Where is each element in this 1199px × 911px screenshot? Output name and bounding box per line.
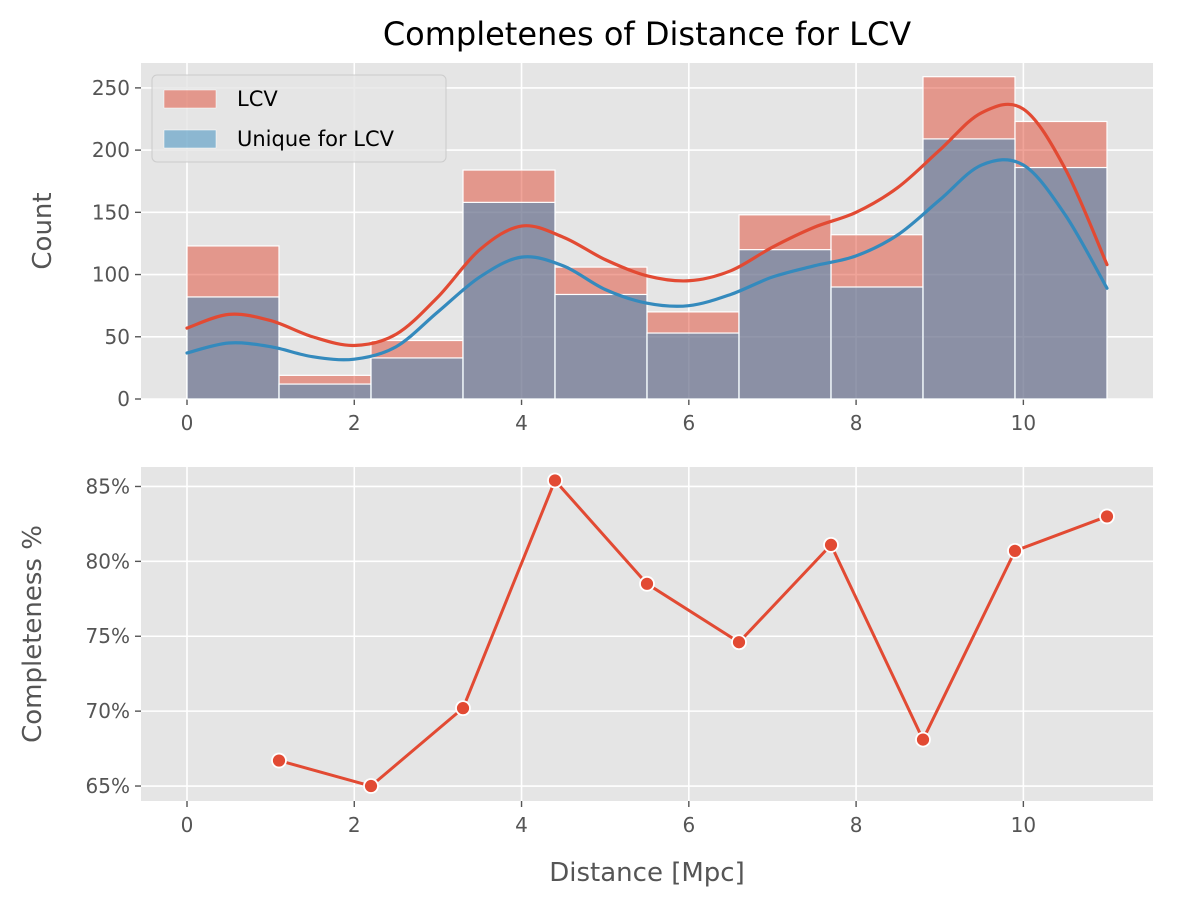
x-tick-label: 4 bbox=[515, 813, 528, 837]
completeness-point bbox=[1007, 542, 1023, 559]
y-tick-label: 250 bbox=[92, 76, 130, 100]
unique-lcv-bars bbox=[186, 138, 1108, 400]
completeness-ticks: 0 2 4 6 8 10 65% 70% 75% 80% 85% bbox=[86, 474, 1037, 837]
x-tick-label: 4 bbox=[515, 411, 528, 435]
y-tick-label: 150 bbox=[92, 200, 130, 224]
legend-swatch bbox=[163, 129, 217, 149]
completeness-point bbox=[731, 634, 747, 651]
x-tick-label: 8 bbox=[850, 813, 863, 837]
y-tick-label: 80% bbox=[86, 549, 130, 573]
legend-swatch bbox=[163, 89, 217, 109]
x-tick-label: 0 bbox=[181, 813, 194, 837]
x-tick-label: 10 bbox=[1011, 813, 1036, 837]
completeness-point bbox=[455, 700, 471, 717]
kde-curves bbox=[185, 102, 1109, 362]
completeness-point bbox=[823, 536, 839, 553]
y-axis-label: Count bbox=[28, 192, 58, 269]
legend-box bbox=[151, 74, 447, 163]
x-tick-label: 6 bbox=[682, 813, 695, 837]
unique-lcv-bar bbox=[554, 293, 648, 400]
completeness-point bbox=[547, 472, 563, 489]
y-tick-label: 100 bbox=[92, 263, 130, 287]
histogram-bars bbox=[186, 76, 1108, 400]
unique-lcv-bar bbox=[1014, 166, 1108, 400]
completeness-grid bbox=[141, 467, 1153, 801]
y-axis-label: Completeness % bbox=[18, 525, 48, 743]
x-tick-label: 2 bbox=[348, 411, 361, 435]
legend-label: Unique for LCV bbox=[237, 127, 395, 151]
completeness-panel: 0 2 4 6 8 10 65% 70% 75% 80% 85% Distance [Mpc] Comp… bbox=[18, 467, 1153, 888]
y-tick-label: 50 bbox=[105, 325, 130, 349]
legend: LCV Unique for LCV bbox=[151, 74, 447, 163]
completeness-point bbox=[915, 731, 931, 748]
completeness-point bbox=[639, 575, 655, 592]
x-tick-label: 0 bbox=[181, 411, 194, 435]
x-tick-label: 10 bbox=[1011, 411, 1036, 435]
x-tick-label: 8 bbox=[850, 411, 863, 435]
legend-item-lcv: LCV bbox=[163, 87, 278, 111]
x-tick-label: 2 bbox=[348, 813, 361, 837]
unique-lcv-bar bbox=[830, 286, 924, 400]
unique-lcv-kde-line bbox=[185, 158, 1109, 362]
completeness-point bbox=[1099, 508, 1115, 525]
y-tick-label: 200 bbox=[92, 138, 130, 162]
unique-lcv-bar bbox=[278, 383, 372, 400]
legend-item-unique-lcv: Unique for LCV bbox=[163, 127, 395, 151]
unique-lcv-bar bbox=[370, 357, 464, 400]
y-tick-label: 70% bbox=[86, 699, 130, 723]
unique-lcv-bar bbox=[922, 138, 1016, 400]
legend-label: LCV bbox=[237, 87, 278, 111]
completeness-point bbox=[271, 752, 287, 769]
x-axis-label: Distance [Mpc] bbox=[549, 858, 744, 888]
completeness-line bbox=[278, 478, 1108, 788]
completeness-point bbox=[363, 778, 379, 794]
completeness-plot-area bbox=[141, 467, 1153, 801]
lcv-kde-line bbox=[185, 102, 1109, 348]
chart-title: Completenes of Distance for LCV bbox=[383, 15, 911, 53]
x-tick-label: 6 bbox=[682, 411, 695, 435]
unique-lcv-bar bbox=[646, 332, 740, 400]
y-tick-label: 65% bbox=[86, 774, 130, 798]
unique-lcv-bar bbox=[462, 201, 556, 400]
y-tick-label: 75% bbox=[86, 624, 130, 648]
y-tick-label: 0 bbox=[117, 387, 130, 411]
y-tick-label: 85% bbox=[86, 474, 130, 498]
completeness-series bbox=[271, 472, 1115, 794]
